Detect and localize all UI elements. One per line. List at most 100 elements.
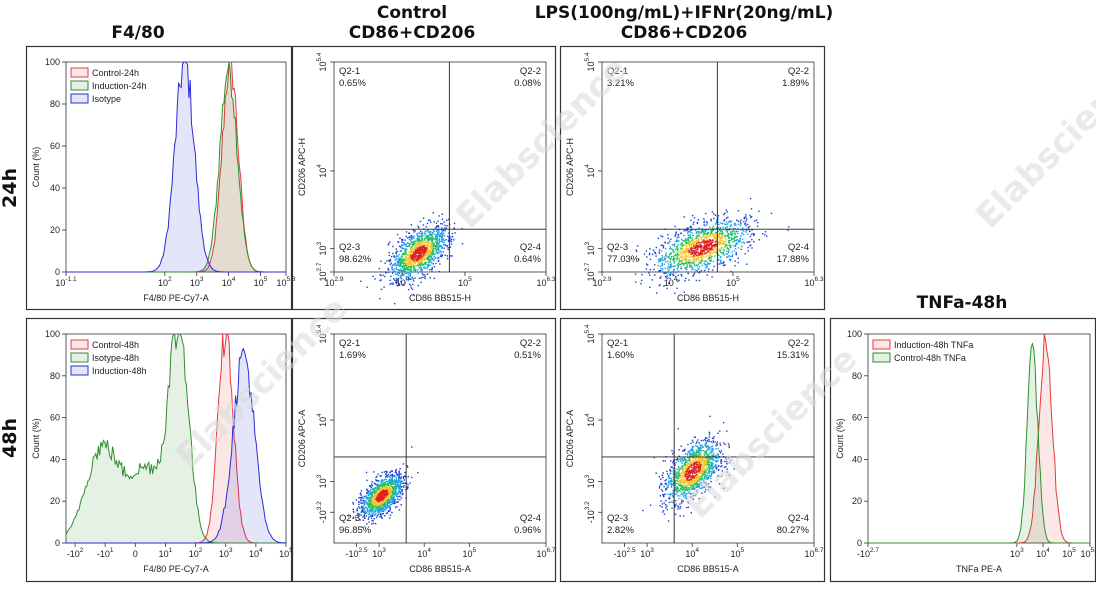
dot-lps-24h-dot — [727, 232, 728, 233]
dot-ctrl-48h-dot — [364, 518, 365, 519]
dot-lps-24h-dot — [694, 247, 695, 248]
dot-ctrl-48h-dot — [371, 483, 372, 484]
dot-ctrl-48h-dot — [389, 493, 390, 494]
dot-lps-24h-dot — [742, 227, 743, 228]
dot-ctrl-24h-dot — [453, 239, 454, 240]
dot-lps-24h-dot — [687, 259, 688, 260]
dot-ctrl-24h-dot — [416, 260, 417, 261]
dot-ctrl-24h-dot — [397, 251, 398, 252]
dot-ctrl-48h-dot — [362, 502, 363, 503]
dot-ctrl-48h-ytick-label-0: -103.2 — [316, 501, 328, 523]
dot-lps-48h-dot — [717, 448, 718, 449]
dot-ctrl-24h-dot — [438, 244, 439, 245]
dot-lps-24h-dot — [688, 254, 689, 255]
dot-lps-24h-dot — [702, 250, 703, 251]
dot-lps-24h-dot — [693, 222, 694, 223]
dot-lps-24h-dot — [681, 242, 682, 243]
dot-lps-48h-dot — [692, 458, 693, 459]
dot-ctrl-48h-dot — [366, 480, 367, 481]
dot-lps-24h-dot — [738, 224, 739, 225]
dot-lps-48h-dot — [720, 452, 721, 453]
header-f480: F4/80 — [111, 23, 164, 43]
dot-lps-48h-dot — [711, 448, 712, 449]
dot-ctrl-24h-dot — [414, 247, 415, 248]
dot-lps-24h-dot — [748, 241, 749, 242]
dot-lps-24h-dot — [690, 259, 691, 260]
dot-ctrl-48h-dot — [398, 481, 399, 482]
dot-lps-24h-dot — [701, 270, 702, 271]
dot-lps-48h-dot — [662, 477, 663, 478]
dot-ctrl-24h-dot — [446, 245, 447, 246]
dot-ctrl-24h-dot — [429, 264, 430, 265]
dot-ctrl-48h-dot — [379, 493, 380, 494]
hist-24h-ytick-label-5: 100 — [45, 57, 60, 67]
dot-ctrl-48h-dot — [387, 495, 388, 496]
dot-lps-24h-dot — [715, 249, 716, 250]
dot-lps-24h-dot — [699, 266, 700, 267]
dot-ctrl-24h-dot — [440, 250, 441, 251]
dot-ctrl-24h-dot — [429, 256, 430, 257]
dot-ctrl-24h-dot — [433, 246, 434, 247]
dot-ctrl-48h-dot — [363, 503, 364, 504]
dot-ctrl-24h-dot — [434, 278, 435, 279]
dot-ctrl-24h-dot — [413, 272, 414, 273]
dot-lps-24h-dot — [667, 275, 668, 276]
dot-lps-24h-dot — [696, 236, 697, 237]
dot-ctrl-24h-dot — [409, 239, 410, 240]
dot-ctrl-24h-dot — [441, 227, 442, 228]
dot-lps-24h-dot — [715, 238, 716, 239]
dot-lps-24h-dot — [655, 255, 656, 256]
dot-ctrl-48h-dot — [368, 505, 369, 506]
dot-ctrl-48h-dot — [360, 502, 361, 503]
dot-lps-24h-dot — [723, 235, 724, 236]
dot-ctrl-48h-dot — [400, 478, 401, 479]
dot-lps-24h-dot — [699, 244, 700, 245]
dot-lps-48h-dot — [661, 506, 662, 507]
dot-ctrl-24h-dot — [418, 232, 419, 233]
dot-ctrl-48h-dot — [361, 497, 362, 498]
dot-ctrl-48h-dot — [380, 515, 381, 516]
dot-ctrl-48h-dot — [374, 503, 375, 504]
dot-lps-24h-dot — [669, 266, 670, 267]
dot-ctrl-48h-dot — [360, 492, 361, 493]
dot-lps-48h-dot — [717, 433, 718, 434]
dot-lps-24h-dot — [692, 238, 693, 239]
dot-lps-24h-dot — [715, 215, 716, 216]
dot-ctrl-48h-ytick-label-2: 104 — [316, 413, 328, 427]
dot-lps-24h-dot — [742, 239, 743, 240]
dot-ctrl-24h-dot — [419, 278, 420, 279]
dot-lps-24h-dot — [652, 279, 653, 280]
dot-ctrl-24h-dot — [424, 274, 425, 275]
dot-lps-24h-dot — [723, 242, 724, 243]
dot-lps-24h-dot — [707, 252, 708, 253]
dot-ctrl-48h-dot — [387, 476, 388, 477]
dot-ctrl-48h-dot — [377, 483, 378, 484]
dot-ctrl-48h-dot — [402, 493, 403, 494]
dot-lps-24h-dot — [745, 253, 746, 254]
dot-lps-24h-dot — [726, 226, 727, 227]
dot-ctrl-24h-dot — [401, 259, 402, 260]
dot-lps-24h-dot — [699, 235, 700, 236]
dot-lps-24h-dot — [677, 254, 678, 255]
dot-ctrl-48h-dot — [367, 511, 368, 512]
dot-ctrl-24h-dot — [440, 233, 441, 234]
dot-ctrl-24h-dot — [435, 239, 436, 240]
dot-ctrl-24h-dot — [433, 253, 434, 254]
hist-24h-ylabel: Count (%) — [31, 147, 41, 188]
dot-lps-24h-dot — [636, 249, 637, 250]
dot-lps-24h-dot — [705, 253, 706, 254]
dot-ctrl-24h-dot — [442, 235, 443, 236]
dot-ctrl-48h-dot — [380, 488, 381, 489]
dot-lps-24h-dot — [697, 249, 698, 250]
dot-lps-24h-dot — [710, 261, 711, 262]
dot-ctrl-48h-dot — [372, 499, 373, 500]
dot-ctrl-48h-dot — [379, 500, 380, 501]
dot-lps-48h-dot — [680, 481, 681, 482]
dot-ctrl-24h-dot — [410, 267, 411, 268]
dot-ctrl-48h-dot — [372, 492, 373, 493]
dot-lps-24h-dot — [697, 236, 698, 237]
dot-lps-24h-dot — [726, 221, 727, 222]
dot-ctrl-48h-dot — [388, 490, 389, 491]
dot-lps-24h-dot — [736, 252, 737, 253]
dot-lps-24h-dot — [668, 257, 669, 258]
